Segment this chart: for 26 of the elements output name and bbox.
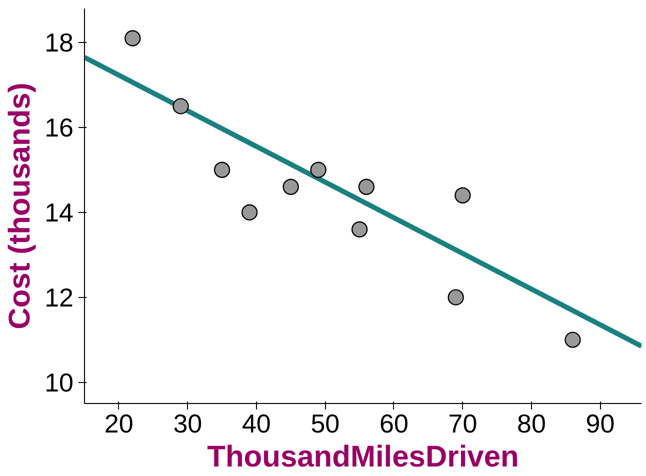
point: [351, 221, 368, 238]
x-tick-label: 60: [379, 408, 408, 438]
y-tick-label: 14: [44, 197, 74, 228]
point: [358, 178, 375, 195]
y-tick-label: 12: [44, 282, 74, 312]
x-axis-title: ThousandMilesDriven: [207, 440, 519, 474]
x-tick-label: 30: [173, 408, 202, 438]
point: [282, 178, 299, 195]
x-tick-label: 50: [310, 408, 340, 438]
x-tick-label: 80: [517, 408, 546, 438]
point: [214, 162, 230, 178]
point: [448, 289, 464, 306]
x-tick-label: 20: [104, 408, 134, 438]
x-tick-label: 90: [586, 408, 615, 438]
point: [124, 30, 141, 46]
y-tick-label: 10: [44, 367, 74, 398]
x-tick-label: 40: [242, 408, 271, 438]
y-tick-label: 16: [44, 112, 74, 142]
point: [310, 162, 326, 178]
point: [454, 187, 471, 204]
y-axis-title: Cost (thousands): [4, 82, 37, 330]
point: [241, 204, 258, 220]
y-tick-label: 18: [44, 27, 74, 58]
point: [564, 332, 581, 348]
point: [172, 98, 189, 114]
x-tick-label: 70: [448, 408, 478, 438]
